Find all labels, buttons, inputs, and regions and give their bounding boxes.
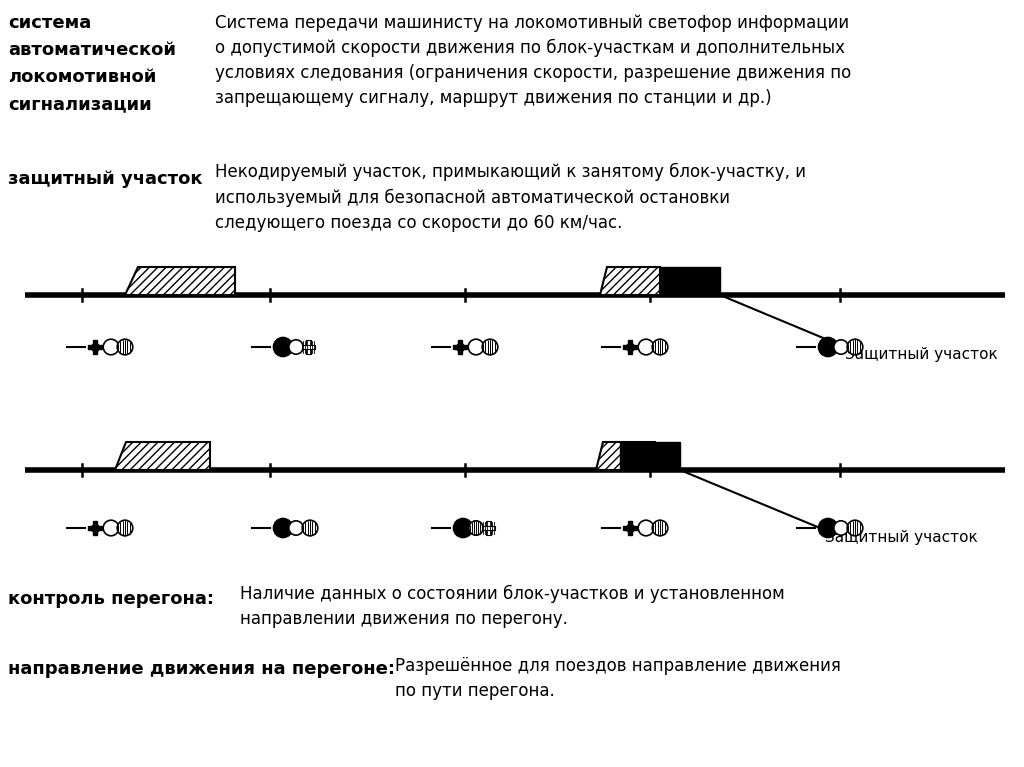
Text: Некодируемый участок, примыкающий к занятому блок-участку, и
используемый для бе: Некодируемый участок, примыкающий к заня… [215,163,806,232]
Circle shape [482,339,498,355]
Circle shape [652,339,668,355]
Circle shape [638,520,653,536]
Bar [627,344,633,350]
Circle shape [818,518,838,538]
Circle shape [847,339,863,355]
Circle shape [652,520,668,536]
Polygon shape [125,267,234,295]
Bar [457,344,463,350]
Bar [624,525,637,530]
Bar [481,525,496,530]
Bar [628,341,633,354]
Circle shape [117,339,133,355]
Bar [628,522,633,535]
Bar [92,525,98,531]
Bar [92,522,97,535]
Polygon shape [115,442,210,470]
Bar [88,525,101,530]
Circle shape [103,339,119,355]
Bar [92,341,97,354]
Circle shape [289,521,303,535]
Text: Система передачи машинисту на локомотивный светофор информации
о допустимой скор: Система передачи машинисту на локомотивн… [215,14,851,107]
Text: система
автоматической
локомотивной
сигнализации: система автоматической локомотивной сигн… [8,14,176,114]
Circle shape [273,337,293,357]
Bar [660,267,720,295]
Bar [627,525,633,531]
Bar [620,442,680,470]
Bar [306,341,311,354]
Text: контроль перегона:: контроль перегона: [8,590,214,608]
Bar [92,344,98,350]
Bar [454,344,467,349]
Text: направление движения на перегоне:: направление движения на перегоне: [8,660,395,678]
Circle shape [117,520,133,536]
Bar [88,344,101,349]
Text: Защитный участок: Защитный участок [845,347,997,362]
Circle shape [818,337,838,357]
Circle shape [834,340,848,354]
Circle shape [289,340,303,354]
Circle shape [638,339,653,355]
Text: Защитный участок: Защитный участок [825,530,978,545]
Circle shape [468,339,483,355]
Polygon shape [600,267,660,295]
Circle shape [454,518,472,538]
Bar [624,344,637,349]
Text: Наличие данных о состоянии блок-участков и установленном
направлении движения по: Наличие данных о состоянии блок-участков… [240,585,784,628]
Text: Разрешённое для поездов направление движения
по пути перегона.: Разрешённое для поездов направление движ… [395,657,841,700]
Bar [458,341,463,354]
Circle shape [834,521,848,535]
Text: защитный участок: защитный участок [8,170,203,188]
Polygon shape [596,442,655,470]
Circle shape [302,520,317,536]
Circle shape [847,520,863,536]
Bar [486,522,490,535]
Circle shape [469,521,483,535]
Bar [302,344,315,349]
Circle shape [103,520,119,536]
Circle shape [273,518,293,538]
